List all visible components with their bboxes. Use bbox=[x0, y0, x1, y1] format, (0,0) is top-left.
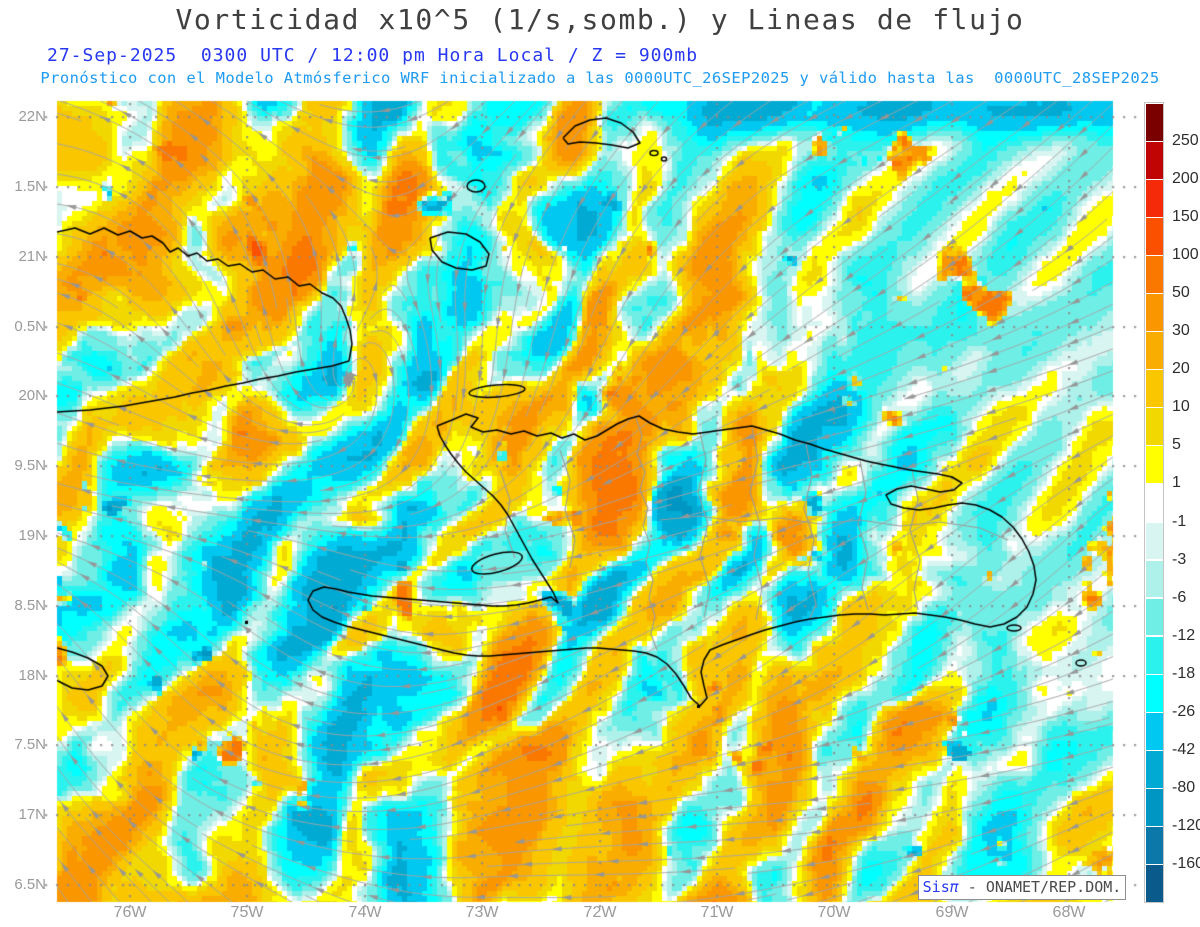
colorbar-tick-250: 250 bbox=[1172, 132, 1199, 149]
watermark: Sisπ - ONAMET/REP.DOM. bbox=[918, 875, 1126, 900]
page-title: Vorticidad x10^5 (1/s,somb.) y Lineas de… bbox=[175, 3, 1025, 36]
colorbar-tick-5: 5 bbox=[1172, 436, 1181, 453]
colorbar-tick--160: -160 bbox=[1172, 855, 1200, 872]
colorbar-segment-11 bbox=[1146, 522, 1163, 560]
lat-label-0.5N: 0.5N bbox=[14, 318, 46, 335]
lon-label-73W: 73W bbox=[465, 904, 499, 921]
colorbar-tick-1: 1 bbox=[1172, 474, 1181, 491]
lon-label-71W: 71W bbox=[700, 904, 734, 921]
lat-label-7.5N: 7.5N bbox=[14, 736, 46, 753]
model-info-line: Pronóstico con el Modelo Atmósferico WRF… bbox=[40, 69, 1160, 87]
lon-label-70W: 70W bbox=[817, 904, 851, 921]
lat-label-18N: 18N bbox=[18, 667, 46, 684]
colorbar-segment-9 bbox=[1146, 446, 1163, 484]
colorbar-segment-20 bbox=[1146, 864, 1163, 902]
colorbar-segment-17 bbox=[1146, 750, 1163, 788]
colorbar-segment-10 bbox=[1146, 484, 1163, 522]
lon-label-68W: 68W bbox=[1052, 904, 1086, 921]
colorbar-segment-14 bbox=[1146, 636, 1163, 674]
colorbar-segment-0 bbox=[1146, 104, 1163, 141]
colorbar-segment-2 bbox=[1146, 180, 1163, 217]
lon-label-76W: 76W bbox=[113, 904, 147, 921]
colorbar-tick-30: 30 bbox=[1172, 322, 1190, 339]
colorbar-tick--120: -120 bbox=[1172, 817, 1200, 834]
lon-label-72W: 72W bbox=[583, 904, 617, 921]
lat-label-17N: 17N bbox=[18, 806, 46, 823]
colorbar-tick--80: -80 bbox=[1172, 779, 1196, 796]
lat-label-21N: 21N bbox=[18, 248, 46, 265]
colorbar-tick--42: -42 bbox=[1172, 741, 1196, 758]
colorbar-segment-13 bbox=[1146, 598, 1163, 636]
colorbar-segment-15 bbox=[1146, 674, 1163, 712]
colorbar bbox=[1144, 102, 1164, 903]
colorbar-segment-19 bbox=[1146, 826, 1163, 864]
colorbar-segment-3 bbox=[1146, 218, 1163, 255]
lat-label-20N: 20N bbox=[18, 387, 46, 404]
watermark-pi-icon: π bbox=[949, 878, 959, 896]
colorbar-segment-1 bbox=[1146, 142, 1163, 179]
lat-label-6.5N: 6.5N bbox=[14, 876, 46, 893]
colorbar-tick-100: 100 bbox=[1172, 246, 1199, 263]
colorbar-segment-12 bbox=[1146, 560, 1163, 598]
colorbar-tick-10: 10 bbox=[1172, 398, 1190, 415]
colorbar-segment-6 bbox=[1146, 332, 1163, 370]
lat-label-22N: 22N bbox=[18, 108, 46, 125]
colorbar-tick-150: 150 bbox=[1172, 208, 1199, 225]
lat-label-1.5N: 1.5N bbox=[14, 178, 46, 195]
watermark-org: - ONAMET/REP.DOM. bbox=[958, 878, 1122, 896]
colorbar-tick-50: 50 bbox=[1172, 284, 1190, 301]
colorbar-tick-20: 20 bbox=[1172, 360, 1190, 377]
lon-label-75W: 75W bbox=[230, 904, 264, 921]
colorbar-segment-7 bbox=[1146, 370, 1163, 408]
colorbar-segment-4 bbox=[1146, 256, 1163, 294]
colorbar-tick--18: -18 bbox=[1172, 665, 1196, 682]
lon-label-69W: 69W bbox=[935, 904, 969, 921]
lon-label-74W: 74W bbox=[348, 904, 382, 921]
colorbar-segment-5 bbox=[1146, 294, 1163, 332]
lat-label-19N: 19N bbox=[18, 527, 46, 544]
colorbar-segment-8 bbox=[1146, 408, 1163, 446]
colorbar-tick--1: -1 bbox=[1172, 513, 1187, 530]
colorbar-segment-16 bbox=[1146, 712, 1163, 750]
lat-label-9.5N: 9.5N bbox=[14, 457, 46, 474]
watermark-brand: Sis bbox=[922, 878, 950, 896]
colorbar-tick--3: -3 bbox=[1172, 551, 1187, 568]
valid-time-line: 27-Sep-2025 0300 UTC / 12:00 pm Hora Loc… bbox=[47, 45, 699, 66]
colorbar-tick--26: -26 bbox=[1172, 703, 1196, 720]
colorbar-tick--12: -12 bbox=[1172, 627, 1196, 644]
colorbar-segment-18 bbox=[1146, 788, 1163, 826]
colorbar-tick--6: -6 bbox=[1172, 589, 1187, 606]
colorbar-tick-200: 200 bbox=[1172, 170, 1199, 187]
lat-label-8.5N: 8.5N bbox=[14, 597, 46, 614]
